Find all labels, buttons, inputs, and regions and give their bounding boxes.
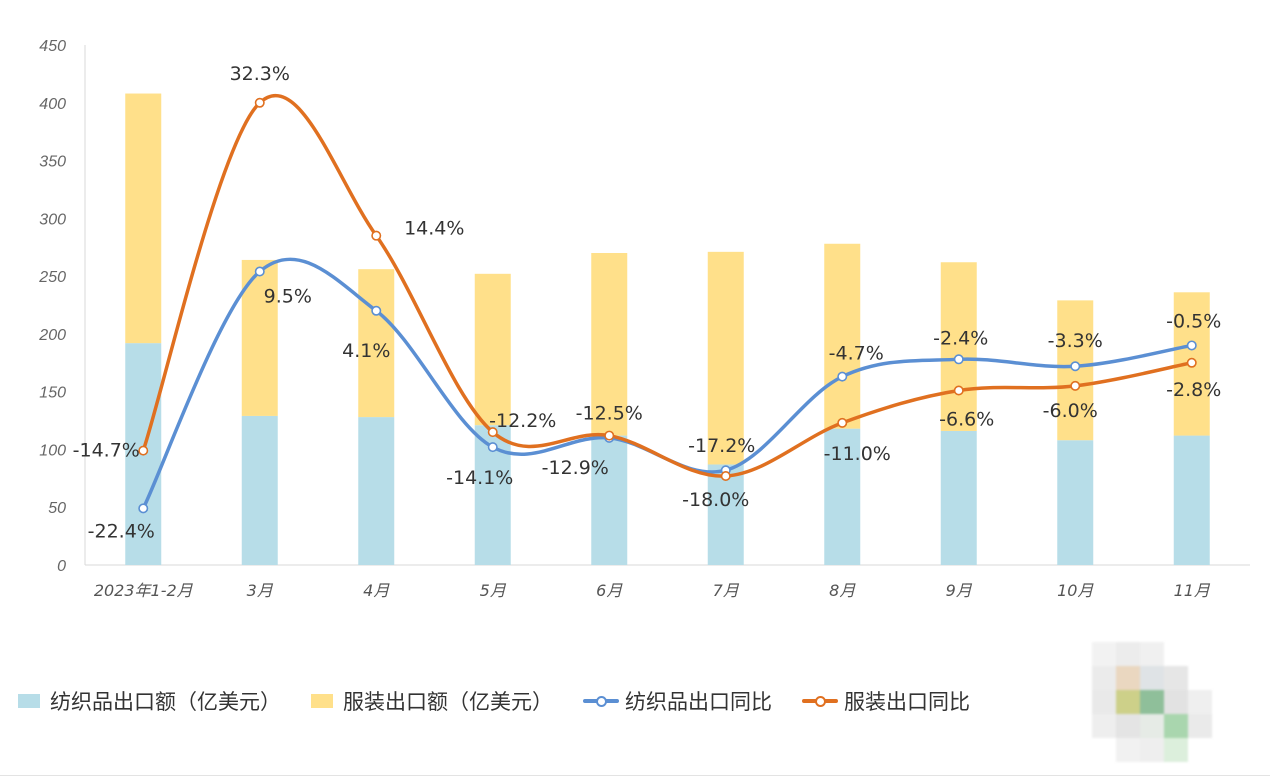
marker-textile-yoy <box>138 503 149 514</box>
bar-apparel-value <box>125 93 162 344</box>
axes: 0 50 100 150 200 250 300 350 400 450 2023年1-2月 3月 4月… <box>38 38 1250 600</box>
marker-apparel-yoy <box>138 445 149 456</box>
y-tick-label: 350 <box>39 154 66 171</box>
legend-item-textile-value: 纺织品出口额（亿美元） <box>18 686 281 716</box>
marker-textile-yoy <box>371 305 382 316</box>
legend-swatch-textile <box>18 694 40 708</box>
bar-textile-value <box>1057 440 1094 565</box>
x-tick-label: 11月 <box>1174 581 1211 600</box>
data-label-apparel-yoy: -6.0% <box>1043 400 1098 422</box>
legend-item-apparel-value: 服装出口额（亿美元） <box>311 686 553 716</box>
data-labels: -22.4% 9.5% 4.1% -14.1% -12.9% -17.2% -4.7% -2.… <box>73 63 1222 543</box>
chart-canvas: 0 50 100 150 200 250 300 350 400 450 2023年1-2月 3月 4月… <box>38 38 1250 600</box>
x-tick-label: 3月 <box>247 581 274 600</box>
bar-apparel-value <box>940 262 977 431</box>
data-label-textile-yoy: -4.7% <box>829 343 884 365</box>
marker-textile-yoy <box>487 442 498 453</box>
lines <box>138 93 1197 514</box>
bar-apparel-value <box>591 253 628 436</box>
bar-textile-value <box>824 428 861 565</box>
data-label-textile-yoy: 4.1% <box>342 340 390 362</box>
bar-apparel-value <box>824 243 861 429</box>
marker-textile-yoy <box>254 266 265 277</box>
legend-item-textile-yoy: 纺织品出口同比 <box>583 686 772 716</box>
data-label-apparel-yoy: 32.3% <box>230 63 290 85</box>
data-label-apparel-yoy: -6.6% <box>939 409 994 431</box>
legend-label-apparel-yoy: 服装出口同比 <box>844 690 970 714</box>
bars <box>125 93 1210 565</box>
data-label-apparel-yoy: -2.8% <box>1166 379 1221 401</box>
marker-textile-yoy <box>1070 361 1081 372</box>
y-tick-label: 200 <box>38 327 66 344</box>
x-tick-label: 7月 <box>713 581 740 600</box>
bar-apparel-value <box>474 273 511 426</box>
y-tick-label: 250 <box>38 269 66 286</box>
data-label-textile-yoy: -12.9% <box>542 457 609 479</box>
legend-item-apparel-yoy: 服装出口同比 <box>802 686 970 716</box>
x-tick-label: 5月 <box>480 581 507 600</box>
data-label-textile-yoy: -14.1% <box>446 467 513 489</box>
marker-apparel-yoy <box>837 417 848 428</box>
data-label-textile-yoy: -2.4% <box>933 327 988 349</box>
y-tick-label: 300 <box>39 211 66 228</box>
x-tick-label: 4月 <box>363 581 390 600</box>
marker-apparel-yoy <box>604 430 615 441</box>
y-tick-label: 50 <box>48 500 66 517</box>
y-tick-label: 100 <box>39 442 66 459</box>
legend-label-apparel-value: 服装出口额（亿美元） <box>343 690 553 714</box>
y-tick-label: 150 <box>39 385 66 402</box>
data-label-textile-yoy: -0.5% <box>1166 310 1221 332</box>
y-tick-label: 0 <box>57 558 66 575</box>
x-tick-label: 6月 <box>596 581 623 600</box>
bar-textile-value <box>358 417 395 565</box>
legend-label-textile-value: 纺织品出口额（亿美元） <box>50 690 281 714</box>
watermark-mosaic <box>1092 642 1212 762</box>
marker-apparel-yoy <box>487 427 498 438</box>
x-tick-label: 2023年1-2月 <box>94 581 194 600</box>
marker-apparel-yoy <box>254 97 265 108</box>
x-tick-label: 10月 <box>1057 581 1094 600</box>
data-label-apparel-yoy: -14.7% <box>73 440 140 462</box>
data-label-textile-yoy: 9.5% <box>264 285 312 307</box>
x-tick-label: 8月 <box>829 581 856 600</box>
marker-apparel-yoy <box>1070 380 1081 391</box>
bar-textile-value <box>707 464 744 565</box>
legend-swatch-apparel <box>311 694 333 708</box>
legend-label-textile-yoy: 纺织品出口同比 <box>625 690 772 714</box>
marker-textile-yoy <box>1186 340 1197 351</box>
data-label-apparel-yoy: -12.2% <box>489 410 556 432</box>
bottom-divider <box>0 775 1270 776</box>
data-label-apparel-yoy: -11.0% <box>824 443 891 465</box>
legend-line-textile-yoy <box>583 694 619 708</box>
data-label-textile-yoy: -3.3% <box>1048 330 1103 352</box>
marker-apparel-yoy <box>720 471 731 482</box>
bar-apparel-value <box>707 251 744 465</box>
bar-textile-value <box>591 435 628 565</box>
bar-textile-value <box>1173 435 1210 565</box>
data-label-apparel-yoy: -18.0% <box>682 489 749 511</box>
data-label-textile-yoy: -22.4% <box>88 520 155 542</box>
marker-apparel-yoy <box>953 385 964 396</box>
data-label-apparel-yoy: -12.5% <box>576 403 643 425</box>
marker-textile-yoy <box>953 354 964 365</box>
legend-line-apparel-yoy <box>802 694 838 708</box>
bar-textile-value <box>940 430 977 565</box>
bar-textile-value <box>241 415 278 565</box>
marker-textile-yoy <box>837 371 848 382</box>
marker-apparel-yoy <box>371 230 382 241</box>
data-label-textile-yoy: -17.2% <box>688 435 755 457</box>
y-tick-label: 450 <box>39 38 66 55</box>
marker-apparel-yoy <box>1186 357 1197 368</box>
x-tick-label: 9月 <box>946 581 973 600</box>
legend: 纺织品出口额（亿美元） 服装出口额（亿美元） 纺织品出口同比 服装出口同比 <box>18 683 1000 719</box>
y-tick-label: 400 <box>39 96 66 113</box>
bar-apparel-value <box>358 269 395 418</box>
data-label-apparel-yoy: 14.4% <box>404 218 464 240</box>
